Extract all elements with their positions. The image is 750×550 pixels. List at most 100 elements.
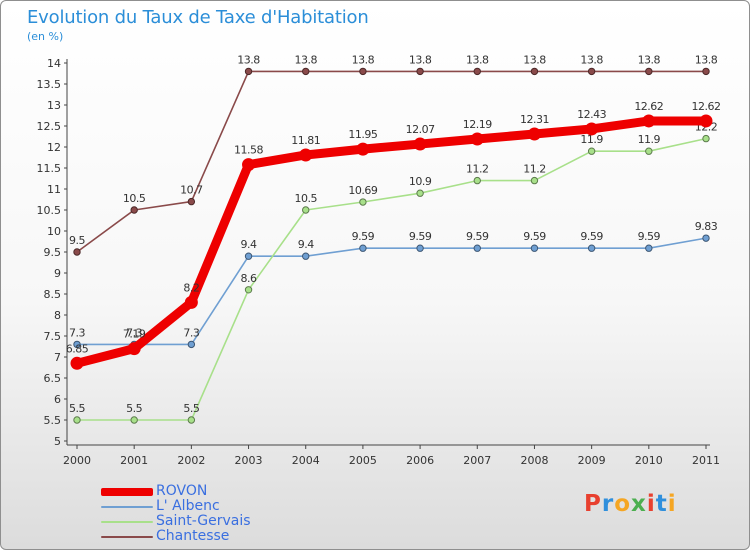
legend-item-saint-gervais: Saint-Gervais [101, 513, 301, 529]
y-tick-label: 10 [47, 225, 61, 238]
data-label-chantesse: 13.8 [294, 53, 317, 66]
data-point-chantesse [587, 67, 596, 76]
legend-item-l-albenc: L' Albenc [101, 498, 301, 514]
x-tick-label: 2006 [406, 454, 434, 467]
y-tick-label: 11.5 [37, 162, 62, 175]
data-label-l-albenc: 9.4 [241, 238, 257, 251]
legend: ROVON L' Albenc Saint-Gervais Chantesse [101, 483, 301, 544]
data-point-rovon [585, 122, 599, 136]
data-point-saint-gervais [187, 416, 196, 424]
logo-letter: P [584, 491, 602, 517]
data-label-l-albenc: 9.59 [523, 230, 546, 243]
data-label-saint-gervais: 11.2 [523, 163, 546, 176]
data-label-chantesse: 13.8 [237, 53, 260, 66]
data-label-l-albenc: 7.3 [183, 326, 199, 339]
data-label-saint-gervais: 5.5 [183, 402, 199, 415]
data-point-saint-gervais [73, 416, 81, 424]
legend-swatch [101, 521, 153, 523]
x-tick-label: 2011 [692, 454, 720, 467]
data-label-l-albenc: 9.59 [638, 230, 661, 243]
data-label-chantesse: 10.5 [123, 192, 146, 205]
data-point-rovon [184, 295, 198, 309]
data-point-saint-gervais [530, 176, 539, 185]
x-tick-label: 2009 [578, 454, 606, 467]
data-point-l-albenc [244, 252, 253, 260]
data-point-l-albenc [530, 244, 539, 252]
data-label-l-albenc: 7.3 [126, 326, 142, 339]
data-point-rovon [699, 114, 713, 128]
data-label-chantesse: 13.8 [409, 53, 432, 66]
y-tick-label: 9 [54, 267, 61, 280]
data-label-saint-gervais: 5.5 [69, 402, 85, 415]
legend-swatch [101, 506, 153, 508]
legend-label: Saint-Gervais [156, 513, 251, 529]
data-point-chantesse [302, 67, 310, 76]
data-point-saint-gervais [473, 176, 481, 185]
y-tick-label: 9.5 [44, 246, 62, 259]
data-point-l-albenc [302, 252, 310, 260]
data-label-l-albenc: 9.59 [580, 230, 603, 243]
data-label-l-albenc: 9.59 [352, 230, 375, 243]
data-label-chantesse: 13.8 [638, 53, 661, 66]
data-point-chantesse [416, 67, 424, 76]
data-point-chantesse [702, 67, 710, 76]
data-point-rovon [470, 132, 484, 146]
data-point-rovon [356, 142, 370, 156]
data-point-rovon [299, 148, 313, 162]
y-tick-label: 11 [47, 183, 61, 196]
legend-label: ROVON [156, 483, 208, 499]
y-tick-label: 13 [47, 99, 61, 112]
data-point-l-albenc [702, 234, 710, 242]
data-point-chantesse [359, 67, 367, 76]
series-line-rovon [72, 116, 711, 368]
x-tick-label: 2001 [120, 454, 148, 467]
data-label-saint-gervais: 8.6 [241, 272, 257, 285]
logo-letter: i [646, 491, 656, 517]
legend-item-rovon: ROVON [101, 483, 301, 499]
data-point-chantesse [187, 197, 196, 206]
data-label-l-albenc: 9.59 [409, 230, 432, 243]
data-point-rovon [413, 137, 427, 151]
y-tick-label: 8 [54, 309, 61, 322]
x-tick-label: 2007 [463, 454, 491, 467]
data-label-rovon: 12.31 [520, 113, 549, 126]
y-tick-label: 14 [47, 57, 61, 70]
data-point-l-albenc [645, 244, 653, 252]
data-label-saint-gervais: 5.5 [126, 402, 142, 415]
data-point-l-albenc [187, 340, 196, 349]
y-tick-label: 5 [54, 435, 61, 448]
proxiti-logo: Proxiti [584, 491, 677, 517]
data-point-rovon [70, 356, 84, 370]
data-point-saint-gervais [359, 198, 367, 206]
data-point-l-albenc [359, 244, 367, 252]
y-tick-label: 12.5 [37, 120, 62, 133]
data-point-l-albenc [473, 244, 481, 252]
x-tick-label: 2003 [235, 454, 263, 467]
chart-title: Evolution du Taux de Taxe d'Habitation [27, 7, 369, 28]
data-label-rovon: 11.95 [348, 128, 377, 141]
data-label-chantesse: 13.8 [580, 53, 603, 66]
data-point-saint-gervais [416, 189, 424, 197]
data-point-saint-gervais [587, 147, 596, 155]
data-point-chantesse [130, 206, 138, 214]
legend-item-chantesse: Chantesse [101, 528, 301, 544]
data-label-chantesse: 13.8 [466, 53, 489, 66]
x-tick-label: 2008 [520, 454, 548, 467]
data-label-rovon: 12.43 [577, 108, 606, 121]
data-point-rovon [242, 158, 256, 172]
data-point-chantesse [473, 67, 481, 76]
x-tick-label: 2004 [292, 454, 320, 467]
data-label-rovon: 7.19 [123, 328, 146, 341]
data-point-rovon [642, 114, 656, 128]
y-tick-label: 10.5 [37, 204, 62, 217]
data-label-saint-gervais: 10.9 [409, 175, 432, 188]
data-point-l-albenc [73, 340, 81, 349]
data-label-rovon: 12.19 [463, 118, 492, 131]
data-point-saint-gervais [244, 286, 253, 294]
data-label-rovon: 11.81 [291, 134, 320, 147]
data-label-rovon: 11.58 [234, 144, 263, 157]
x-tick-label: 2002 [177, 454, 205, 467]
y-tick-label: 8.5 [44, 288, 62, 301]
